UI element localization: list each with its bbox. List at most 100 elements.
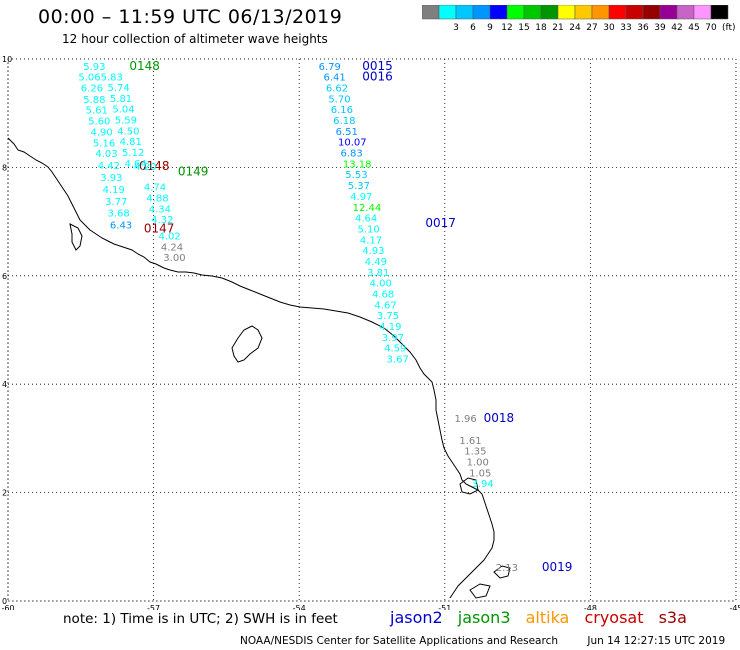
- wave-height-value: 5.93: [83, 62, 105, 73]
- wave-height-value: 2.13: [496, 563, 518, 574]
- wave-height-value: 5.88: [83, 95, 105, 106]
- wave-height-value: 10.07: [338, 138, 367, 149]
- mission-cryosat: cryosat: [584, 608, 644, 627]
- map-border: [7, 58, 737, 602]
- wave-height-value: 5.81: [110, 94, 132, 105]
- color-bin-label: 18: [535, 23, 547, 33]
- track-label: 0015: [362, 59, 393, 73]
- wave-height-value: 3.67: [387, 355, 409, 366]
- wave-height-value: 5.37: [348, 181, 370, 192]
- wave-height-value: 4.64: [355, 214, 377, 225]
- coastline: [7, 137, 511, 599]
- wave-height-value: 5.12: [122, 148, 144, 159]
- wave-height-value: 4.74: [144, 183, 166, 194]
- wave-height-value: 4.00: [370, 279, 392, 290]
- color-bin-label: 12: [501, 23, 512, 33]
- color-bin-label: 21: [552, 23, 563, 33]
- wave-height-value: 4.34: [149, 204, 171, 215]
- wave-height-value: 6.51: [336, 127, 358, 138]
- wave-height-value: 3.77: [105, 197, 127, 208]
- wave-height-value: 5.065.83: [78, 73, 123, 84]
- color-bin-label: 42: [671, 23, 682, 33]
- mission-altika: altika: [525, 608, 570, 627]
- wave-height-value: 6.79: [319, 62, 341, 73]
- page-title: 00:00 – 11:59 UTC 06/13/2019: [38, 6, 343, 28]
- color-bin-label: 9: [487, 23, 493, 33]
- longitude-tick-label: -54: [293, 604, 306, 610]
- wave-height-value: 4.49: [365, 257, 387, 268]
- wave-height-value: 4.03: [95, 149, 117, 160]
- wave-height-value: 4.19: [379, 322, 401, 333]
- mission-legend: jason2 jason3 altika cryosat s3a: [390, 608, 697, 627]
- wave-height-value: 5.59: [115, 115, 137, 126]
- wave-height-value: 1.05: [469, 468, 491, 479]
- color-bin-label: 15: [518, 23, 529, 33]
- latitude-tick-label: 8: [2, 163, 7, 172]
- footer: NOAA/NESDIS Center for Satellite Applica…: [240, 635, 725, 647]
- color-bin-label: 3: [453, 23, 459, 33]
- observations: 5.935.065.836.26 5.745.81 5.88 5.04 5.61 5.59…: [78, 62, 518, 574]
- coastline-mainland: [7, 137, 495, 599]
- coastline-bay: [69, 223, 83, 251]
- wave-height-value: 5.10: [357, 224, 379, 235]
- longitude-tick-label: -45: [729, 604, 740, 610]
- map-grid: [7, 58, 737, 602]
- wave-height-value: 1.00: [467, 458, 489, 469]
- color-bin-label: 24: [569, 23, 581, 33]
- latitude-tick-label: 6: [2, 272, 7, 281]
- note-text: note: 1) Time is in UTC; 2) SWH is in fe…: [63, 611, 338, 627]
- track-label: 0148: [139, 159, 170, 173]
- color-scale-unit: (ft): [722, 23, 736, 33]
- track-label: 0017: [425, 216, 456, 230]
- wave-height-value: 4.93: [362, 246, 384, 257]
- wave-height-value: 4.42: [98, 161, 120, 172]
- page-subtitle: 12 hour collection of altimeter wave hei…: [62, 32, 328, 46]
- mission-jason2: jason2: [390, 608, 443, 627]
- latitude-tick-label: 2: [2, 489, 7, 498]
- color-bin-label: 6: [470, 23, 476, 33]
- wave-height-value: 6.41: [323, 73, 345, 84]
- longitude-tick-label: -51: [438, 604, 451, 610]
- wave-height-value: 5.16: [93, 138, 115, 149]
- wave-height-value: 3.68: [107, 209, 129, 220]
- wave-height-value: 6.18: [333, 116, 355, 127]
- color-bin-label: 70: [705, 23, 717, 33]
- wave-height-value: 6.83: [340, 149, 362, 160]
- wave-height-value: 6.26: [81, 84, 103, 95]
- wave-height-value: 5.60: [88, 117, 110, 128]
- wave-height-value: 4.32: [151, 215, 173, 226]
- wave-height-value: 12.44: [353, 203, 382, 214]
- wave-height-value: 6.62: [326, 84, 348, 95]
- wave-height-value: 3.93: [100, 173, 122, 184]
- wave-height-value: 3.00: [163, 253, 185, 264]
- color-scale-bar: 3 6 9 12 15 18 21 24 27 30 33 36 39 42 45 70 (ft): [422, 5, 736, 33]
- latitude-tick-label: 4: [2, 380, 7, 389]
- wave-height-value: 4.50: [117, 126, 139, 137]
- color-bin-label: 33: [620, 23, 631, 33]
- latitude-tick-label: 0: [2, 597, 7, 606]
- longitude-tick-label: -57: [147, 604, 160, 610]
- footer-credit: NOAA/NESDIS Center for Satellite Applica…: [240, 635, 558, 647]
- wave-height-value: 3.81: [367, 268, 389, 279]
- wave-height-value: 3.97: [382, 333, 404, 344]
- wave-height-value: 5.70: [328, 94, 350, 105]
- track-label: 0149: [178, 165, 209, 179]
- longitude-tick-label: -48: [584, 604, 597, 610]
- wave-height-value: 4.81: [120, 137, 142, 148]
- track-label: 0148: [129, 59, 160, 73]
- wave-height-value: 4.19: [103, 185, 125, 196]
- track-label: 0018: [484, 411, 515, 425]
- wave-height-value: 1.61: [459, 436, 481, 447]
- wave-height-value: 6.16: [331, 105, 353, 116]
- wave-height-value: 4.97: [350, 192, 372, 203]
- wave-height-value: 5.53: [345, 170, 367, 181]
- wave-height-value: 1.35: [464, 447, 486, 458]
- wave-height-value: 4.17: [360, 235, 382, 246]
- wave-height-value: 5.61: [86, 106, 108, 117]
- wave-height-value: 4.64: [124, 159, 146, 170]
- color-bin-label: 27: [586, 23, 597, 33]
- wave-height-value: 3.94: [471, 479, 493, 490]
- track-label: 0016: [362, 70, 393, 84]
- wave-height-value: 4.20: [134, 162, 156, 173]
